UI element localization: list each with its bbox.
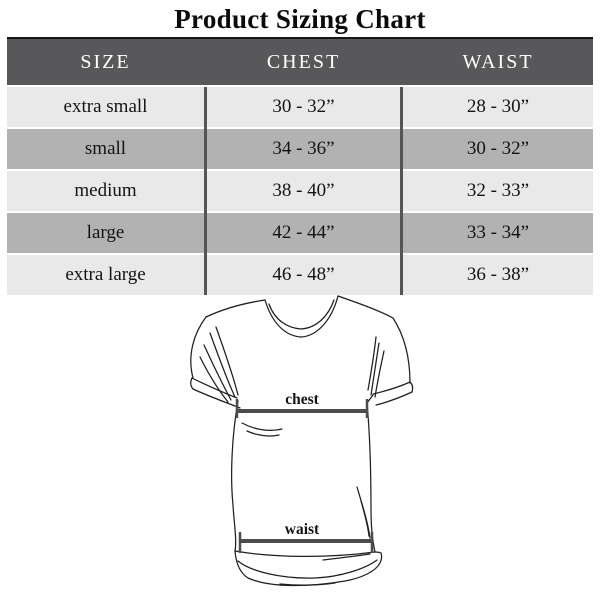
table-header-row: SIZE CHEST WAIST	[7, 39, 593, 85]
waist-cell: 32 - 33”	[403, 171, 593, 211]
waist-label: waist	[285, 521, 320, 538]
waist-cell: 36 - 38”	[403, 255, 593, 295]
chest-cell: 38 - 40”	[207, 171, 400, 211]
waist-cell: 30 - 32”	[403, 129, 593, 169]
tshirt-illustration: chest waist	[190, 295, 414, 587]
table-row: medium 38 - 40” 32 - 33”	[7, 171, 593, 211]
table-row: large 42 - 44” 33 - 34”	[7, 213, 593, 253]
size-cell: small	[7, 129, 204, 169]
header-size: SIZE	[80, 50, 131, 73]
header-waist: WAIST	[462, 50, 534, 73]
chest-measure: chest	[235, 391, 369, 418]
tshirt-outline	[190, 295, 414, 587]
waist-measure: waist	[238, 521, 374, 553]
size-cell: large	[7, 213, 204, 253]
tshirt-diagram: chest waist	[130, 295, 470, 601]
table-row: extra large 46 - 48” 36 - 38”	[7, 255, 593, 295]
header-chest: CHEST	[266, 50, 341, 73]
chest-label: chest	[285, 391, 319, 408]
table-row: small 34 - 36” 30 - 32”	[7, 129, 593, 169]
sizing-table: SIZE CHEST WAIST extra small 30 - 32” 28…	[7, 37, 593, 295]
chest-cell: 30 - 32”	[207, 87, 400, 127]
size-cell: extra small	[7, 87, 204, 127]
waist-cell: 28 - 30”	[403, 87, 593, 127]
table-body: extra small 30 - 32” 28 - 30” small 34 -…	[7, 87, 593, 295]
size-cell: medium	[7, 171, 204, 211]
size-cell: extra large	[7, 255, 204, 295]
waist-cell: 33 - 34”	[403, 213, 593, 253]
chest-cell: 46 - 48”	[207, 255, 400, 295]
column-divider	[400, 87, 403, 295]
chest-cell: 42 - 44”	[207, 213, 400, 253]
page-title: Product Sizing Chart	[174, 4, 426, 34]
column-divider	[204, 87, 207, 295]
chest-cell: 34 - 36”	[207, 129, 400, 169]
table-row: extra small 30 - 32” 28 - 30”	[7, 87, 593, 127]
